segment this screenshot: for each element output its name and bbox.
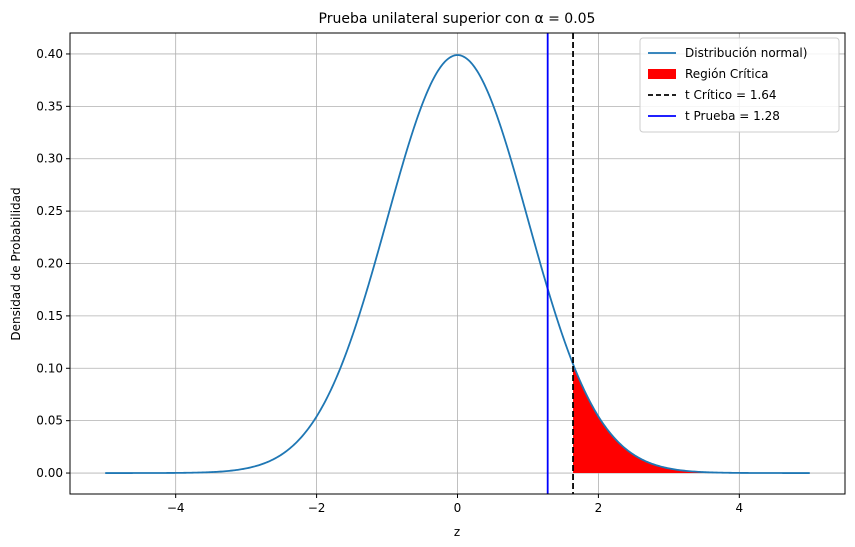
y-tick-label-3: 0.15 [36, 309, 63, 323]
legend-label-3: t Prueba = 1.28 [685, 109, 780, 123]
legend-box [639, 37, 840, 133]
y-tick-label-5: 0.25 [36, 204, 63, 218]
chart-title: Prueba unilateral superior con α = 0.05 [319, 11, 596, 27]
legend-label-0: Distribución normal) [685, 46, 807, 60]
x-tick-label-4: 4 [735, 501, 743, 515]
critical-region-area [573, 364, 810, 474]
y-tick-label-6: 0.30 [36, 152, 63, 166]
y-tick-label-8: 0.40 [36, 47, 63, 61]
legend-swatch-1 [648, 69, 676, 79]
critical-region-fill [573, 364, 810, 474]
legend: Distribución normal) Región Crítica t Crít… [639, 37, 840, 133]
x-axis-label: z [454, 525, 460, 539]
legend-label-1: Región Crítica [685, 67, 769, 81]
legend-label-2: t Crítico = 1.64 [685, 88, 777, 102]
x-tick-label-3: 2 [595, 501, 603, 515]
y-tick-label-4: 0.20 [36, 257, 63, 271]
normal-distribution-curve [105, 54, 810, 474]
y-tick-label-0: 0.00 [36, 466, 63, 480]
x-tick-label-1: −2 [308, 501, 326, 515]
y-tick-label-1: 0.05 [36, 414, 63, 428]
y-axis-label: Densidad de Probabilidad [9, 187, 23, 340]
x-tick-label-0: −4 [167, 501, 185, 515]
y-axis-ticks: 0.00 0.05 0.10 0.15 0.20 0.25 0.30 0.35 0.40 [36, 47, 70, 480]
y-tick-label-7: 0.35 [36, 99, 63, 113]
x-axis-ticks: −4 −2 0 2 4 [167, 494, 743, 515]
x-tick-label-2: 0 [454, 501, 462, 515]
y-tick-label-2: 0.10 [36, 361, 63, 375]
plot-lines [105, 33, 810, 494]
